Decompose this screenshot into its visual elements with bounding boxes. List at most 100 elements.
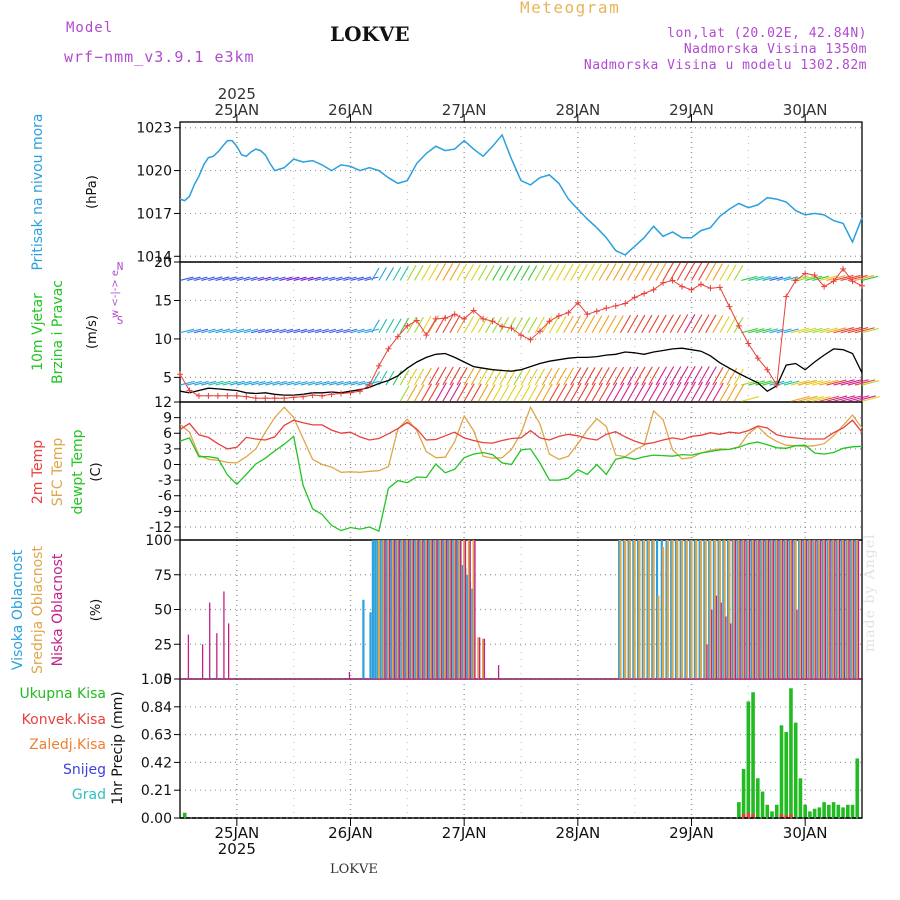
wind-barb: [186, 380, 202, 386]
top-day-label: 27JAN: [442, 101, 487, 119]
wind-barb: [321, 328, 336, 334]
wind-north-label: N: [117, 260, 124, 273]
pressure-line: [179, 133, 863, 256]
temp-ylabel: (C): [89, 462, 104, 481]
wind-barb: [733, 384, 745, 402]
precip-ylabel: 1hr Precip (mm): [110, 691, 126, 804]
wind-barb: [413, 368, 425, 386]
wind-barb: [556, 367, 567, 386]
wind-barb: [733, 368, 744, 386]
wind-direction-legend: w <-|-> e: [110, 270, 121, 318]
ytick-label-wind: 20: [154, 255, 172, 271]
wind-barb: [705, 381, 718, 402]
wind-gust-mark: [811, 272, 818, 279]
wind-gust-mark: [716, 284, 723, 291]
wind-gust-mark: [555, 312, 562, 319]
precip-legend-grad: Grad: [72, 787, 106, 803]
wind-gust-mark: [603, 305, 610, 312]
wind-gust-mark: [536, 328, 543, 335]
wind-barb: [662, 262, 674, 281]
wind-barb: [619, 366, 632, 386]
wind-barb: [847, 379, 869, 386]
wind-barb: [307, 328, 322, 334]
wind-barb: [805, 275, 822, 281]
wind-barb: [265, 328, 280, 334]
wind-barb: [463, 383, 475, 402]
wind-gust-mark: [650, 286, 657, 293]
wind-barb: [655, 366, 667, 386]
wind-barb: [215, 276, 230, 281]
precip-total-bar: [751, 692, 755, 818]
wind-barb: [669, 381, 682, 402]
ytick-label-pressure: 1020: [136, 164, 172, 180]
wind-barb: [456, 382, 468, 402]
wind-barb: [378, 267, 387, 281]
precip-conv-bar: [784, 815, 789, 818]
precip-conv-bar: [746, 812, 751, 818]
wind-barb: [854, 275, 875, 281]
precip-total-bar: [845, 804, 850, 818]
wind-barb: [648, 382, 661, 402]
precip-conv-bar: [741, 814, 746, 818]
wind-barb: [272, 276, 286, 281]
wind-barb: [634, 382, 646, 402]
wind-barb: [463, 367, 475, 386]
wind-barb: [243, 328, 259, 334]
wind-gust-mark: [290, 394, 297, 401]
wind-barb: [293, 328, 308, 334]
wind-gust-mark: [271, 395, 278, 402]
wind-barb: [591, 315, 603, 334]
wind-barb: [790, 379, 810, 386]
wind-barb: [399, 369, 410, 386]
wind-barb: [399, 266, 409, 281]
wind-barb: [499, 265, 509, 281]
wind-barb: [456, 367, 468, 386]
wind-barb: [854, 327, 875, 334]
ytick-label-temperature: -6: [158, 489, 172, 505]
wind-barb: [783, 328, 799, 334]
wind-barb: [577, 367, 589, 386]
wind-barb: [442, 366, 454, 386]
precip-total-bar: [756, 778, 760, 818]
wind-barb: [470, 383, 482, 402]
wind-barb: [861, 380, 880, 386]
wind-gust-mark: [243, 393, 250, 400]
wind-barb: [272, 380, 287, 386]
precip-total-bar: [803, 804, 807, 818]
wind-barb: [371, 267, 380, 281]
wind-barb: [485, 368, 496, 386]
wind-barb: [208, 380, 224, 386]
wind-barb: [343, 380, 358, 386]
wind-barb: [619, 263, 631, 281]
wind-barb: [321, 380, 337, 386]
wind-barb: [250, 328, 265, 334]
wind-barb: [563, 263, 574, 281]
wind-gust-mark: [859, 282, 865, 289]
wind-gust-mark: [262, 395, 269, 402]
ytick-label-precip: 0.84: [141, 700, 172, 716]
wind-barb: [229, 380, 245, 386]
wind-barb: [612, 315, 624, 334]
wind-barb: [250, 276, 265, 281]
top-year-label: 2025: [218, 85, 256, 103]
wind-barb: [321, 276, 336, 281]
wind-barb: [449, 263, 461, 281]
wind-gust-mark: [840, 265, 847, 272]
wind-barb: [265, 276, 279, 281]
wind-barb: [655, 382, 668, 402]
wind-gust-mark: [470, 307, 477, 314]
wind-barb: [499, 368, 510, 386]
wind-barb: [676, 314, 689, 334]
wind-gust-mark: [423, 332, 430, 339]
wind-barb: [350, 380, 366, 386]
wind-barb: [442, 263, 454, 281]
wind-barb: [797, 327, 817, 334]
bottom-day-label: 26JAN: [328, 824, 373, 842]
ytick-label-temperature: -3: [158, 473, 172, 489]
wind-gust-mark: [849, 278, 856, 285]
wind-gust-mark: [773, 382, 780, 389]
ytick-label-clouds: 0: [163, 672, 172, 688]
mid-cloud-title: Srednja Oblacnost: [30, 546, 46, 674]
wind-gust-mark: [660, 279, 667, 286]
wind-barb: [541, 264, 552, 281]
